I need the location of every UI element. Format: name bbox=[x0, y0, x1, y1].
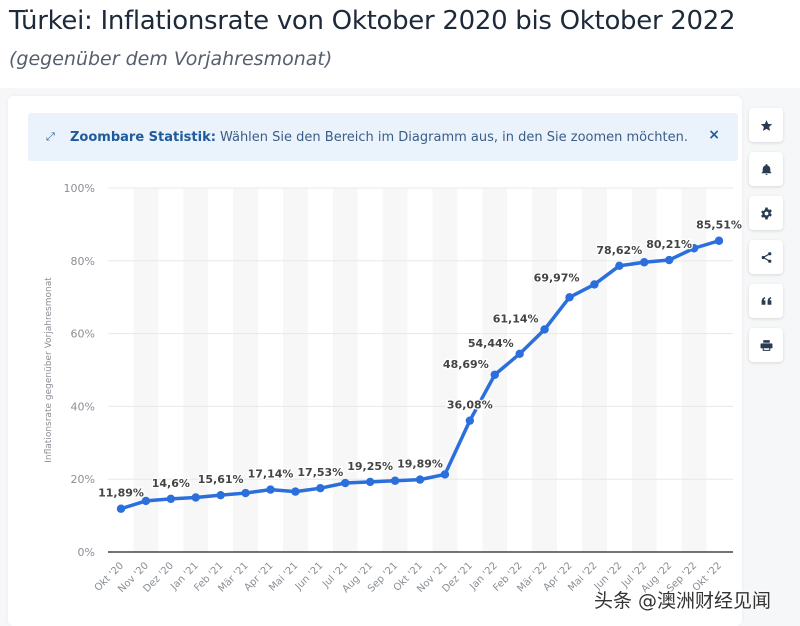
data-point[interactable] bbox=[365, 477, 375, 487]
data-point[interactable] bbox=[266, 485, 275, 494]
data-label: 19,89% bbox=[397, 458, 443, 471]
data-point[interactable] bbox=[515, 349, 524, 359]
data-point[interactable] bbox=[291, 487, 300, 496]
notice-title: Zoombare Statistik: bbox=[70, 129, 216, 145]
y-tick-label: 20% bbox=[71, 473, 95, 486]
printer-icon bbox=[760, 339, 772, 351]
data-point[interactable] bbox=[465, 416, 475, 425]
print-button[interactable] bbox=[749, 328, 783, 362]
data-point[interactable] bbox=[216, 490, 225, 500]
favorite-button[interactable] bbox=[749, 108, 783, 142]
data-point[interactable] bbox=[714, 236, 724, 245]
gear-icon bbox=[760, 207, 772, 219]
data-label: 85,51% bbox=[696, 219, 742, 232]
share-button[interactable] bbox=[749, 240, 783, 274]
page-title: Türkei: Inflationsrate von Oktober 2020 … bbox=[9, 6, 736, 36]
y-axis-ticks: 0% 20% 40% 60% 80% 100% bbox=[64, 182, 95, 559]
star-icon bbox=[760, 119, 772, 131]
data-label: 11,89% bbox=[98, 487, 144, 500]
data-label: 69,97% bbox=[534, 271, 580, 284]
y-axis-label: Inflationsrate gegenüber Vorjahresmonat bbox=[44, 277, 54, 463]
data-point[interactable] bbox=[390, 476, 400, 485]
band bbox=[233, 188, 259, 552]
share-icon bbox=[761, 251, 771, 263]
data-point[interactable] bbox=[615, 261, 624, 271]
data-label: 78,62% bbox=[596, 244, 642, 257]
data-point[interactable] bbox=[415, 475, 425, 484]
y-tick-label: 0% bbox=[78, 546, 95, 559]
data-label: 14,6% bbox=[152, 477, 190, 490]
data-labels: 11,89% 14,6% 15,61% 17,14% 17,53% 19,25% 19,89… bbox=[97, 217, 743, 500]
data-point[interactable] bbox=[191, 493, 200, 502]
data-label: 17,53% bbox=[297, 466, 343, 479]
data-label: 19,25% bbox=[347, 460, 393, 473]
settings-button[interactable] bbox=[749, 196, 783, 230]
data-point[interactable] bbox=[440, 470, 450, 479]
page-subtitle: (gegenüber dem Vorjahresmonat) bbox=[9, 48, 333, 70]
bell-icon bbox=[761, 163, 771, 175]
data-point[interactable] bbox=[316, 483, 325, 493]
data-label: 17,14% bbox=[248, 468, 294, 481]
y-tick-label: 40% bbox=[71, 400, 95, 413]
band bbox=[432, 188, 458, 552]
band bbox=[631, 188, 657, 552]
close-icon[interactable]: × bbox=[708, 127, 720, 143]
cite-button[interactable] bbox=[749, 284, 783, 318]
zoom-notice: ⤢ Zoombare Statistik: Wählen Sie den Ber… bbox=[28, 113, 738, 161]
y-tick-label: 100% bbox=[64, 182, 95, 195]
band bbox=[183, 188, 209, 552]
data-point[interactable] bbox=[241, 488, 250, 498]
band bbox=[282, 188, 308, 552]
data-point[interactable] bbox=[540, 325, 549, 334]
y-tick-label: 60% bbox=[71, 328, 95, 341]
data-point[interactable] bbox=[341, 478, 350, 488]
watermark: 头条 @澳洲财经见闻 bbox=[594, 590, 772, 612]
band bbox=[332, 188, 358, 552]
data-point[interactable] bbox=[490, 370, 499, 379]
data-label: 54,44% bbox=[468, 337, 514, 350]
band bbox=[532, 188, 558, 552]
data-point[interactable] bbox=[166, 494, 176, 504]
data-point[interactable] bbox=[116, 504, 126, 513]
band bbox=[581, 188, 607, 552]
series-points bbox=[116, 236, 724, 513]
data-label: 36,08% bbox=[447, 399, 493, 412]
data-point[interactable] bbox=[141, 496, 151, 506]
data-label: 48,69% bbox=[443, 358, 489, 371]
notice-text: Wählen Sie den Bereich im Diagramm aus, … bbox=[219, 129, 688, 145]
data-point[interactable] bbox=[689, 244, 699, 253]
data-label: 61,14% bbox=[493, 312, 539, 325]
data-label: 80,21% bbox=[646, 238, 692, 251]
band bbox=[133, 188, 159, 552]
data-point[interactable] bbox=[565, 293, 574, 302]
notification-button[interactable] bbox=[749, 152, 783, 186]
quote-icon bbox=[761, 296, 771, 305]
chart-card bbox=[8, 96, 742, 626]
data-label: 15,61% bbox=[198, 473, 244, 486]
y-tick-label: 80% bbox=[71, 255, 95, 268]
band bbox=[382, 188, 408, 552]
data-point[interactable] bbox=[664, 255, 674, 265]
data-point[interactable] bbox=[590, 280, 599, 289]
expand-arrows-icon: ⤢ bbox=[46, 130, 55, 143]
data-point[interactable] bbox=[640, 258, 649, 267]
